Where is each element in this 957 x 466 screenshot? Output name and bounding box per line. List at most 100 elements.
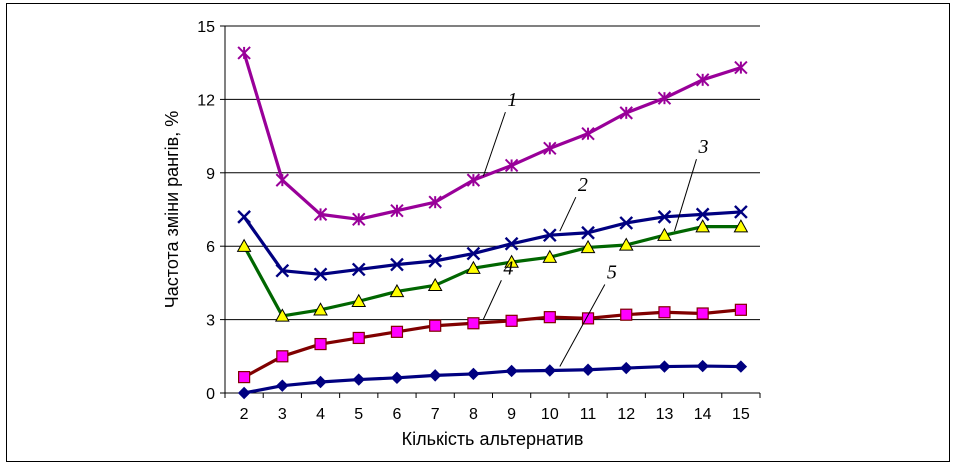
marker-series-5-x-15 xyxy=(734,360,748,373)
marker-series-4-x-13 xyxy=(658,306,671,319)
marker-series-3-x-11 xyxy=(580,239,596,254)
x-tick-label-12: 12 xyxy=(617,406,635,423)
curve-label-3: 3 xyxy=(697,136,708,158)
marker-series-2-x-7 xyxy=(428,254,443,268)
leader-line-2 xyxy=(559,196,577,232)
marker-series-5-x-6 xyxy=(390,371,404,385)
marker-series-5-x-4 xyxy=(314,375,327,389)
x-tick-label-4: 4 xyxy=(316,406,325,423)
marker-series-4-x-14 xyxy=(696,307,709,320)
x-tick-labels: 2 3 4 5 6 7 8 9 10 11 12 13 14 15 xyxy=(240,406,750,423)
marker-series-4-x-2 xyxy=(238,370,251,384)
marker-series-2-x-14 xyxy=(695,207,710,222)
series-markers xyxy=(236,46,749,400)
marker-series-1-x-7 xyxy=(428,195,442,209)
marker-series-4-x-7 xyxy=(429,319,442,332)
marker-series-1-x-3 xyxy=(275,173,290,187)
marker-series-3-x-3 xyxy=(274,308,290,322)
marker-series-3-x-5 xyxy=(351,293,367,307)
leader-line-4 xyxy=(482,280,502,320)
marker-series-5-x-14 xyxy=(696,359,709,373)
curve-label-5: 5 xyxy=(607,261,617,283)
y-tick-label-15: 15 xyxy=(197,19,215,36)
marker-series-3-x-10 xyxy=(542,249,558,263)
marker-series-1-x-15 xyxy=(734,60,748,75)
marker-series-3-x-15 xyxy=(733,219,749,233)
marker-series-1-x-9 xyxy=(504,158,519,173)
curve-label-1: 1 xyxy=(507,89,517,111)
x-tick-label-9: 9 xyxy=(507,406,516,423)
marker-series-5-x-12 xyxy=(620,361,633,375)
marker-series-4-x-12 xyxy=(620,308,633,321)
marker-series-1-x-11 xyxy=(581,126,595,141)
series-lines xyxy=(242,52,742,395)
marker-series-3-x-9 xyxy=(504,254,519,268)
x-axis-title: Кількість альтернатив xyxy=(402,429,584,449)
marker-series-3-x-8 xyxy=(466,260,481,274)
marker-series-1-x-4 xyxy=(313,207,328,222)
curve-label-4: 4 xyxy=(503,257,513,279)
marker-series-4-x-9 xyxy=(505,314,518,327)
marker-series-2-x-8 xyxy=(466,246,481,261)
marker-series-5-x-10 xyxy=(543,364,557,377)
marker-series-2-x-6 xyxy=(390,257,404,272)
curve-label-2: 2 xyxy=(578,174,588,196)
marker-series-1-x-13 xyxy=(657,91,672,105)
x-tick-label-6: 6 xyxy=(393,406,402,423)
marker-series-2-x-3 xyxy=(275,263,290,278)
marker-series-2-x-2 xyxy=(237,209,251,224)
marker-series-2-x-15 xyxy=(734,205,748,219)
marker-series-4-x-10 xyxy=(543,311,556,324)
marker-series-4-x-3 xyxy=(276,350,289,363)
marker-series-4-x-8 xyxy=(467,317,480,330)
x-tick-label-11: 11 xyxy=(580,406,597,423)
marker-series-3-x-2 xyxy=(236,238,252,252)
marker-series-5-x-9 xyxy=(505,364,518,378)
series-line-3 xyxy=(242,225,741,318)
x-tick-label-3: 3 xyxy=(278,406,287,423)
marker-series-4-x-4 xyxy=(314,337,327,351)
curve-labels: 1 2 3 4 5 xyxy=(482,89,708,367)
y-axis-title: Частота зміни рангів, % xyxy=(162,111,182,308)
marker-series-5-x-8 xyxy=(467,367,480,381)
marker-series-5-x-2 xyxy=(237,386,251,400)
y-tick-label-0: 0 xyxy=(206,386,215,403)
marker-series-2-x-10 xyxy=(542,228,557,243)
marker-series-1-x-12 xyxy=(619,106,633,120)
marker-series-2-x-4 xyxy=(313,267,328,282)
marker-series-1-x-10 xyxy=(543,141,557,156)
axes xyxy=(220,25,761,398)
marker-series-3-x-7 xyxy=(427,277,443,292)
marker-series-5-x-11 xyxy=(581,363,595,376)
series-line-1 xyxy=(242,52,742,221)
marker-series-1-x-5 xyxy=(352,212,366,226)
y-tick-labels: 0 3 6 9 12 15 xyxy=(197,19,215,403)
marker-series-3-x-4 xyxy=(313,302,328,316)
x-tick-label-7: 7 xyxy=(431,406,440,423)
x-tick-label-14: 14 xyxy=(694,406,712,423)
marker-series-2-x-13 xyxy=(657,209,672,224)
marker-series-1-x-6 xyxy=(390,204,404,218)
y-tick-label-9: 9 xyxy=(206,166,215,183)
marker-series-3-x-6 xyxy=(389,283,405,298)
x-tick-label-8: 8 xyxy=(469,406,478,423)
y-tick-label-6: 6 xyxy=(206,239,215,256)
marker-series-5-x-7 xyxy=(428,369,442,382)
marker-series-4-x-15 xyxy=(734,303,747,316)
marker-series-4-x-11 xyxy=(581,312,595,325)
series-line-2 xyxy=(242,210,741,276)
series-line-4 xyxy=(243,308,742,379)
x-tick-label-10: 10 xyxy=(541,406,559,423)
marker-series-2-x-9 xyxy=(504,236,519,251)
leader-line-3 xyxy=(673,159,697,232)
marker-series-3-x-13 xyxy=(657,227,672,241)
marker-series-3-x-12 xyxy=(618,237,634,251)
marker-series-4-x-6 xyxy=(390,325,404,338)
marker-series-2-x-12 xyxy=(619,216,634,230)
marker-series-5-x-5 xyxy=(352,373,365,386)
gridlines xyxy=(225,25,760,321)
x-tick-label-15: 15 xyxy=(732,406,750,423)
chart-frame xyxy=(6,3,950,462)
x-tick-label-2: 2 xyxy=(240,406,249,423)
